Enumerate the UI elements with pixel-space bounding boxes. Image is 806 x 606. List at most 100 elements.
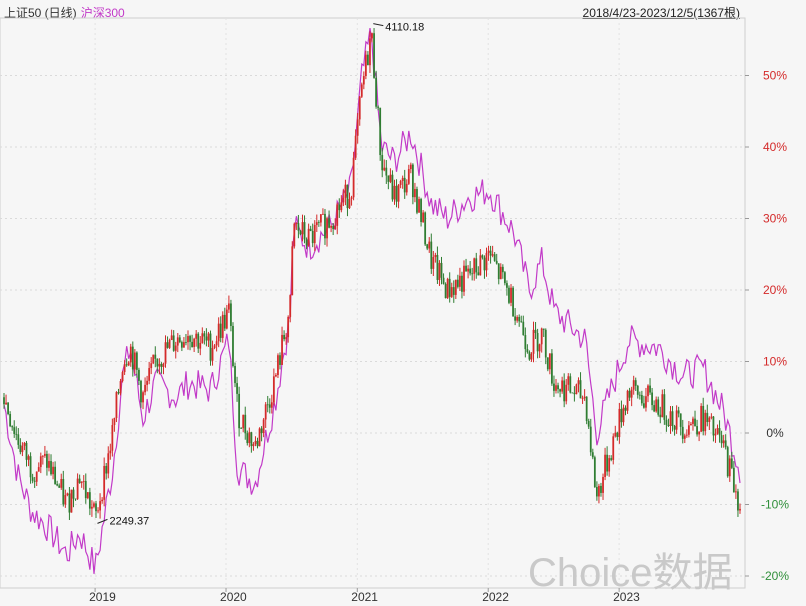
plot-frame (0, 17, 746, 589)
candle-body (673, 426, 676, 430)
candle-body (50, 461, 52, 475)
candle-body (225, 309, 228, 329)
candle-body (679, 413, 682, 427)
candle-body (694, 418, 696, 427)
candle-body (105, 465, 108, 474)
candle-body (528, 352, 531, 360)
legend-series-csi300[interactable]: 沪深300 (80, 6, 125, 20)
candle-body (732, 467, 735, 493)
candle-body (33, 480, 36, 482)
candle-body (168, 340, 171, 348)
candle-body (178, 337, 181, 343)
candle-body (581, 398, 584, 400)
candle-body (109, 450, 112, 454)
candle-body (661, 394, 664, 418)
candle-body (712, 416, 715, 436)
candle-body (606, 454, 609, 472)
candle-body (133, 352, 136, 370)
candle-body (43, 453, 46, 456)
candle-body (356, 119, 359, 136)
candle-body (544, 329, 547, 358)
candle-body (129, 346, 132, 363)
candle-body (25, 442, 28, 460)
candle-body (187, 336, 189, 343)
candle-body (595, 486, 598, 497)
candle-body (258, 428, 261, 447)
candle-body (70, 489, 73, 513)
candle-body (162, 363, 165, 367)
candle-body (283, 334, 285, 340)
candle-body (508, 287, 510, 303)
candle-body (262, 419, 265, 434)
candle-body (518, 316, 521, 322)
candle-body (655, 399, 658, 412)
candle-body (293, 223, 296, 247)
candle-body (291, 246, 294, 296)
y-tick-label: 20% (763, 283, 787, 297)
candle-body (598, 485, 600, 497)
candle-body (66, 493, 69, 496)
candle-body (46, 453, 48, 468)
x-tick-label: 2022 (482, 590, 509, 604)
x-tick-label: 2021 (351, 590, 378, 604)
series-line-csi300[interactable] (3, 28, 741, 574)
candle-body (610, 458, 613, 460)
candle-body (450, 287, 453, 297)
candle-body (219, 323, 222, 338)
candle-body (203, 333, 206, 337)
candle-body (348, 199, 351, 209)
candle-body (638, 394, 641, 396)
candle-body (60, 479, 63, 488)
candle-body (634, 380, 637, 386)
candle-body (700, 405, 703, 432)
candle-body (111, 425, 114, 451)
candle-body (628, 390, 631, 398)
candle-body (636, 385, 639, 395)
candle-body (391, 174, 394, 200)
candle-body (643, 403, 645, 408)
candle-body (52, 466, 54, 475)
candle-body (17, 434, 20, 445)
candle-body (516, 316, 519, 321)
candle-body (510, 287, 512, 303)
legend-series-sse50[interactable]: 上证50 (日线) (4, 6, 77, 20)
candle-body (557, 385, 559, 390)
candle-body (37, 467, 40, 472)
candle-body (669, 411, 672, 426)
candle-body (612, 436, 615, 460)
candle-body (385, 167, 388, 176)
candle-body (438, 262, 441, 280)
candle-body (491, 254, 494, 256)
candle-body (593, 457, 596, 487)
candle-body (579, 380, 582, 399)
candle-body (702, 405, 705, 432)
candle-body (405, 183, 408, 193)
candle-body (180, 342, 183, 348)
candle-body (330, 225, 333, 228)
candle-body (223, 314, 226, 329)
candle-body (530, 353, 533, 360)
candle-body (246, 433, 249, 444)
candle-body (434, 254, 437, 258)
candle-body (72, 489, 75, 499)
candle-body (64, 495, 67, 505)
candle-body (264, 404, 267, 420)
candle-body (352, 157, 355, 198)
candle-body (403, 177, 406, 193)
candle-body (710, 416, 713, 418)
candle-body (125, 364, 128, 366)
candle-body (121, 372, 124, 382)
candle-body (236, 383, 238, 394)
date-range-label[interactable]: 2018/4/23-2023/12/5(1367根) (582, 6, 740, 20)
candle-body (97, 510, 99, 512)
candle-body (340, 202, 343, 211)
candle-body (152, 354, 155, 364)
candle-body (561, 380, 564, 392)
candle-body (326, 218, 328, 239)
y-tick-label: 50% (763, 69, 787, 83)
candle-body (381, 155, 384, 171)
candle-body (234, 366, 236, 384)
candle-body (587, 420, 590, 427)
candle-body (567, 376, 570, 385)
